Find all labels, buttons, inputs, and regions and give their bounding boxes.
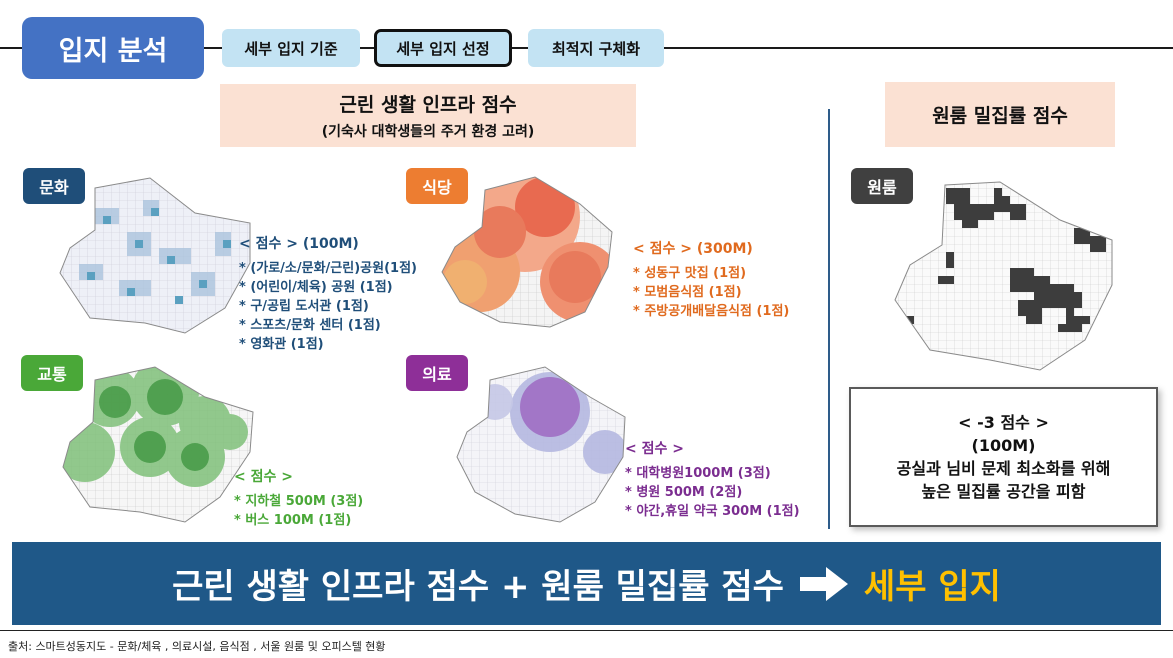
transit-item: * 버스 100M (1점) (234, 513, 352, 528)
food-item: * 모범음식점 (1점) (633, 285, 742, 300)
infra-subtitle: (기숙사 대학생들의 주거 환경 고려) (321, 124, 535, 140)
food-legend: < 점수 > (300M) * 성동구 맛집 (1점) * 모범음식점 (1점)… (633, 240, 789, 321)
category-tag-oneroom: 원룸 (851, 168, 913, 204)
source-note: 출처: 스마트성동지도 - 문화/체육 , 의료시설, 음식점 , 서울 원룸 … (8, 640, 386, 653)
culture-map (59, 177, 251, 334)
category-tag-food: 식당 (406, 168, 468, 204)
section-title-badge: 입지 분석 (22, 17, 204, 79)
culture-item: * 영화관 (1점) (239, 337, 324, 352)
step-tab-criteria[interactable]: 세부 입지 기준 (222, 29, 360, 67)
food-score-title: < 점수 > (300M) (633, 241, 753, 257)
transit-map (62, 366, 254, 523)
note-line: 공실과 님비 문제 최소화를 위해 (896, 459, 1111, 478)
note-line: 높은 밀집률 공간을 피함 (921, 482, 1086, 501)
food-map (441, 176, 613, 328)
food-item: * 성동구 맛집 (1점) (633, 266, 747, 281)
medical-legend: < 점수 > * 대학병원1000M (3점) * 병원 500M (2점) *… (625, 440, 800, 521)
culture-item: * (가로/소/문화/근린)공원(1점) (239, 261, 417, 276)
banner-highlight: 세부 입지 (863, 567, 1001, 607)
transit-item: * 지하철 500M (3점) (234, 494, 364, 509)
medical-item: * 야간,휴일 약국 300M (1점) (625, 504, 800, 519)
culture-item: * 구/공립 도서관 (1점) (239, 299, 369, 314)
culture-legend: < 점수 > (100M) * (가로/소/문화/근린)공원(1점) * (어린… (239, 235, 417, 354)
infra-title-box: 근린 생활 인프라 점수 (기숙사 대학생들의 주거 환경 고려) (220, 84, 636, 147)
medical-item: * 병원 500M (2점) (625, 485, 743, 500)
food-item: * 주방공개배달음식점 (1점) (633, 304, 790, 319)
medical-item: * 대학병원1000M (3점) (625, 466, 771, 481)
infra-title: 근린 생활 인프라 점수 (339, 94, 517, 116)
culture-score-title: < 점수 > (100M) (239, 236, 359, 252)
oneroom-map (894, 181, 1113, 371)
culture-item: * 스포츠/문화 센터 (1점) (239, 318, 381, 333)
note-line: < -3 점수 > (958, 413, 1049, 432)
oneroom-title-box: 원룸 밀집률 점수 (885, 82, 1115, 147)
step-tab-optimize[interactable]: 최적지 구체화 (528, 29, 664, 67)
summary-banner: 근린 생활 인프라 점수 + 원룸 밀집률 점수 세부 입지 (12, 542, 1161, 625)
medical-score-title: < 점수 > (625, 441, 684, 457)
transit-score-title: < 점수 > (234, 469, 293, 485)
culture-item: * (어린이/체육) 공원 (1점) (239, 280, 393, 295)
note-line: (100M) (971, 436, 1036, 455)
footer-divider (0, 630, 1173, 631)
oneroom-title: 원룸 밀집률 점수 (932, 105, 1068, 127)
category-tag-medical: 의료 (406, 355, 468, 391)
right-arrow-icon (799, 566, 848, 601)
banner-text: 근린 생활 인프라 점수 + 원룸 밀집률 점수 (172, 567, 784, 607)
step-tab-selection[interactable]: 세부 입지 선정 (374, 29, 512, 67)
category-tag-culture: 문화 (23, 168, 85, 204)
medical-map (456, 366, 626, 523)
oneroom-note: < -3 점수 > (100M) 공실과 님비 문제 최소화를 위해 높은 밀집… (849, 387, 1158, 527)
category-tag-transit: 교통 (21, 355, 83, 391)
transit-legend: < 점수 > * 지하철 500M (3점) * 버스 100M (1점) (234, 468, 363, 530)
panel-divider (828, 109, 830, 529)
